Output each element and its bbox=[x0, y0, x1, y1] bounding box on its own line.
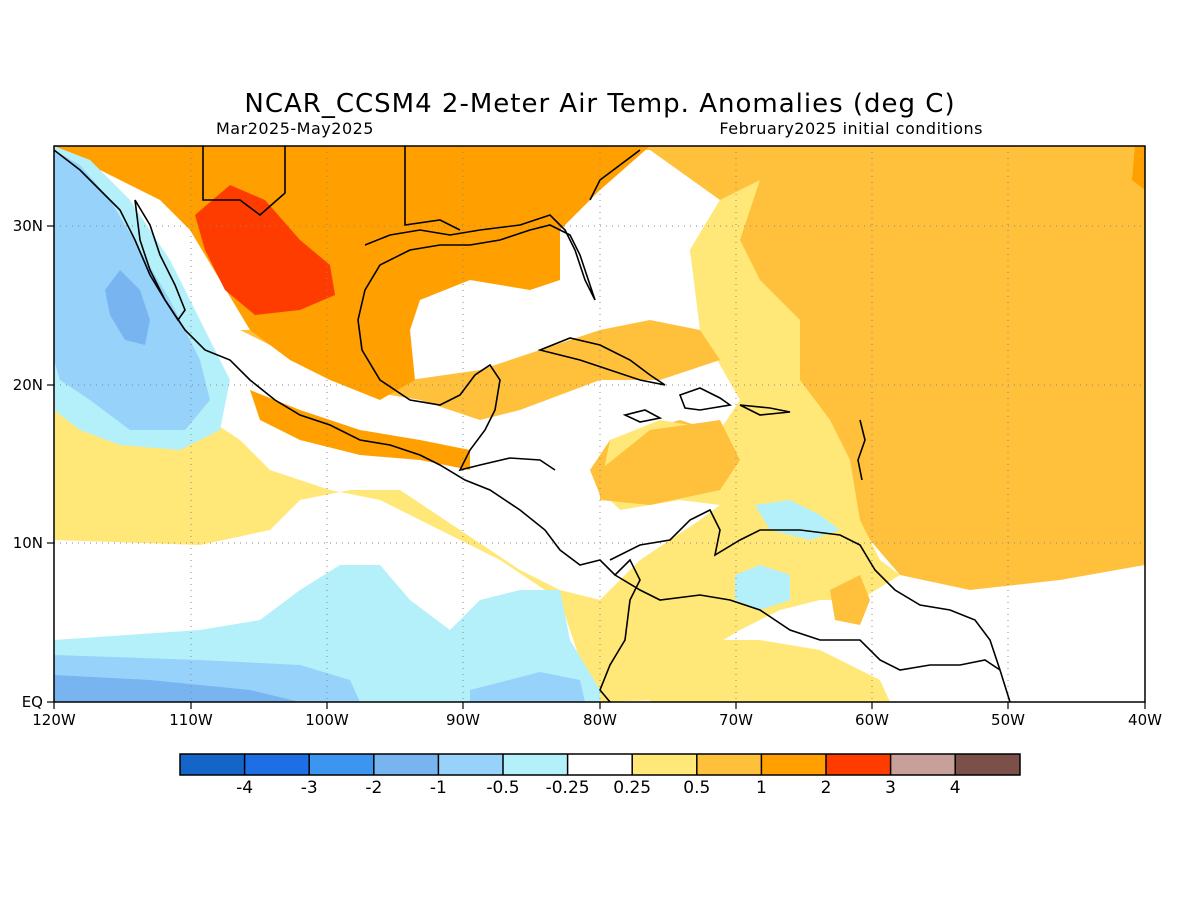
y-tick-label: 30N bbox=[13, 217, 43, 235]
anomaly-region-2-mexico bbox=[195, 185, 335, 315]
colorbar-label: 3 bbox=[885, 778, 896, 798]
anomaly-region-05-south-caribbean bbox=[600, 420, 740, 505]
colorbar-box bbox=[955, 754, 1020, 775]
colorbar-label: 0.5 bbox=[683, 778, 710, 798]
x-tick-label: 80W bbox=[583, 711, 617, 729]
colorbar-label: -1 bbox=[430, 778, 447, 798]
anomaly-region-neg025-south-america bbox=[735, 565, 790, 610]
colorbar-label: -3 bbox=[301, 778, 318, 798]
colorbar-label: 0.25 bbox=[613, 778, 651, 798]
colorbar-box bbox=[438, 754, 503, 775]
anomaly-region-025-caribbean bbox=[54, 180, 900, 702]
map-title: NCAR_CCSM4 2-Meter Air Temp. Anomalies (… bbox=[244, 89, 955, 119]
axis-ticks bbox=[47, 225, 1146, 709]
colorbar-box bbox=[180, 754, 245, 775]
init-conditions-subtitle: February2025 initial conditions bbox=[719, 119, 983, 138]
colorbar-label: -0.25 bbox=[546, 778, 590, 798]
x-tick-label: 110W bbox=[169, 711, 213, 729]
colorbar-box bbox=[244, 754, 310, 775]
y-tick-label: EQ bbox=[22, 693, 43, 711]
colorbar-box bbox=[567, 754, 633, 775]
x-tick-label: 50W bbox=[991, 711, 1025, 729]
colorbar-label: -4 bbox=[236, 778, 253, 798]
colorbar-box bbox=[890, 754, 956, 775]
colorbar-box bbox=[309, 754, 374, 775]
colorbar-box bbox=[503, 754, 568, 775]
colorbar-box bbox=[761, 754, 826, 775]
anomaly-region-neg1-pacific bbox=[105, 270, 150, 345]
colorbar-box bbox=[373, 754, 439, 775]
x-tick-label: 100W bbox=[305, 711, 349, 729]
map-area bbox=[54, 146, 1145, 702]
colorbar: -4 -3 -2 -1 -0.5 -0.25 0.25 0.5 1 2 3 4 bbox=[179, 753, 1021, 798]
x-tick-label: 120W bbox=[32, 711, 76, 729]
x-tick-label: 70W bbox=[719, 711, 753, 729]
x-tick-label: 60W bbox=[855, 711, 889, 729]
x-tick-label: 90W bbox=[446, 711, 480, 729]
colorbar-box bbox=[826, 754, 891, 775]
colorbar-label: 4 bbox=[950, 778, 961, 798]
colorbar-box bbox=[696, 754, 762, 775]
anomaly-region-neg1-pacific-south bbox=[54, 675, 300, 702]
colorbar-box bbox=[632, 754, 697, 775]
x-tick-label: 40W bbox=[1128, 711, 1162, 729]
colorbar-label: 1 bbox=[756, 778, 767, 798]
colorbar-label: 2 bbox=[821, 778, 832, 798]
anomaly-region-1-east bbox=[1132, 146, 1145, 190]
period-subtitle: Mar2025-May2025 bbox=[216, 119, 374, 138]
colorbar-label: -2 bbox=[365, 778, 382, 798]
y-tick-label: 20N bbox=[13, 376, 43, 394]
y-tick-label: 10N bbox=[13, 534, 43, 552]
y-axis-labels: 30N 20N 10N EQ bbox=[13, 217, 43, 711]
x-axis-labels: 120W 110W 100W 90W 80W 70W 60W 50W 40W bbox=[32, 711, 1162, 729]
anomaly-region-025-south-america bbox=[650, 640, 890, 702]
coastlines bbox=[54, 146, 1011, 702]
anomaly-region-05-guianas bbox=[830, 575, 870, 625]
colorbar-label: -0.5 bbox=[486, 778, 519, 798]
anomaly-region-1-gulf-edge bbox=[250, 390, 470, 470]
